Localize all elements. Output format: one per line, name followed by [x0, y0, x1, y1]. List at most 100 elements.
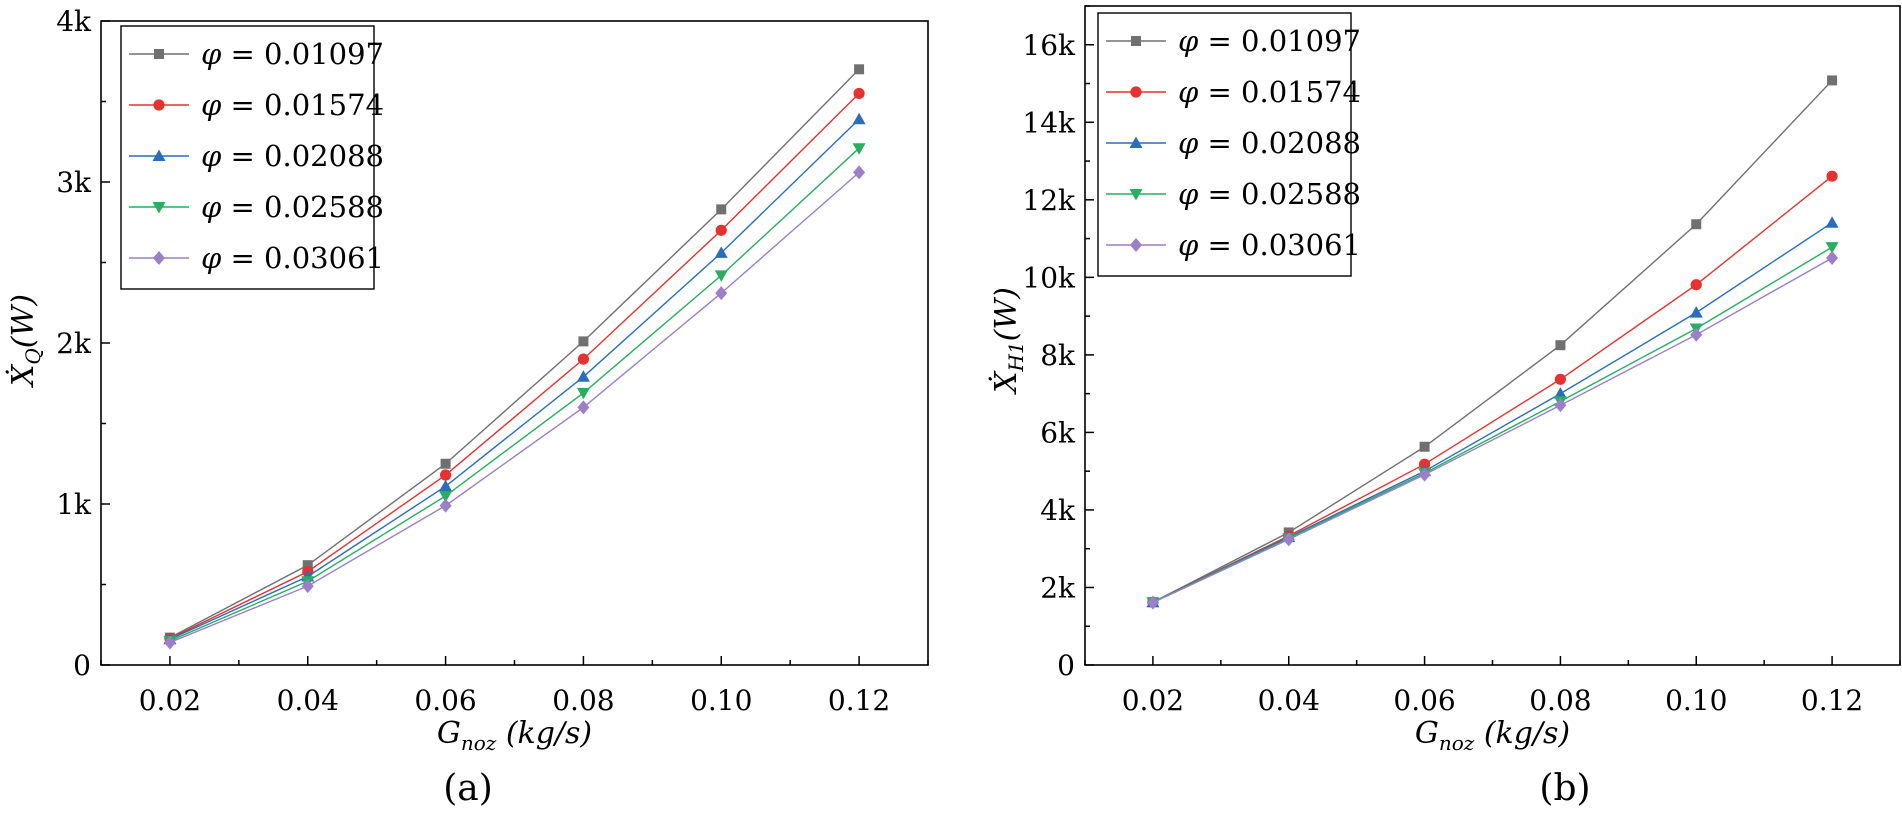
- panel-caption: (b): [1539, 768, 1590, 809]
- data-point: [1689, 306, 1703, 318]
- y-axis-title: ẊH1(W): [988, 287, 1028, 395]
- legend-marker: [152, 149, 166, 161]
- legend-label: φ = 0.01574: [201, 88, 384, 122]
- x-axis-title-sub: noz: [461, 731, 497, 755]
- data-point: [578, 336, 589, 347]
- y-tick-label: 2k: [1040, 571, 1076, 604]
- panel-caption: (a): [443, 768, 493, 809]
- legend-value: = 0.03061: [1198, 228, 1361, 262]
- x-axis-title-main: G: [437, 716, 461, 751]
- data-point: [439, 498, 452, 513]
- legend-symbol: φ: [201, 88, 222, 122]
- legend-marker: [153, 251, 165, 265]
- x-tick-label: 0.02: [139, 684, 201, 717]
- x-tick-label: 0.12: [1801, 684, 1863, 717]
- y-tick-label: 14k: [1022, 106, 1076, 139]
- x-tick-label: 0.04: [277, 684, 339, 717]
- legend-label: φ = 0.01574: [1178, 75, 1361, 109]
- data-point: [714, 270, 728, 282]
- legend-symbol: φ: [201, 241, 222, 275]
- x-axis-title-unit: (kg/s): [496, 716, 592, 751]
- data-point: [1418, 458, 1431, 470]
- data-point: [1419, 441, 1430, 452]
- legend-value: = 0.02088: [221, 139, 384, 173]
- x-axis-title: Gnoz (kg/s): [437, 716, 592, 755]
- legend-marker: [1130, 238, 1142, 252]
- data-point: [439, 479, 453, 492]
- data-point: [716, 204, 727, 215]
- data-point: [1418, 467, 1431, 482]
- legend-label: φ = 0.01097: [1178, 24, 1361, 58]
- series-5: [163, 165, 866, 650]
- y-tick-label: 1k: [56, 488, 92, 521]
- legend-symbol: φ: [1178, 126, 1199, 160]
- data-point: [1690, 279, 1702, 291]
- series-line: [1152, 222, 1833, 603]
- x-axis-title-unit: (kg/s): [1474, 716, 1570, 751]
- y-tick-label: 4k: [56, 5, 92, 38]
- data-point: [576, 370, 590, 382]
- series-4: [1146, 242, 1839, 609]
- y-tick-label: 4k: [1040, 494, 1076, 527]
- x-tick-label: 0.08: [552, 684, 614, 717]
- legend-marker: [1131, 36, 1141, 46]
- x-tick-label: 0.10: [1665, 684, 1727, 717]
- legend-item: φ = 0.02088: [129, 139, 384, 173]
- y-tick-label: 8k: [1040, 339, 1076, 372]
- x-tick-label: 0.10: [690, 684, 752, 717]
- x-tick-label: 0.02: [1122, 684, 1184, 717]
- series-line: [169, 92, 860, 640]
- data-point: [852, 112, 866, 125]
- data-point: [1827, 75, 1838, 86]
- y-tick-label: 16k: [1022, 29, 1076, 62]
- legend-value: = 0.02588: [221, 190, 384, 224]
- legend-item: φ = 0.01097: [129, 37, 384, 71]
- legend-marker: [153, 99, 165, 111]
- series-line: [1152, 79, 1833, 603]
- legend-symbol: φ: [1178, 24, 1199, 58]
- data-point: [301, 579, 314, 594]
- data-point: [440, 458, 451, 469]
- data-point: [1690, 327, 1703, 342]
- data-point: [577, 353, 590, 365]
- x-axis-title: Gnoz (kg/s): [1415, 716, 1570, 755]
- legend-symbol: φ: [201, 190, 222, 224]
- series-line: [1152, 175, 1833, 603]
- data-point: [715, 286, 728, 301]
- legend-symbol: φ: [201, 37, 222, 71]
- series-line: [169, 171, 860, 644]
- legend-symbol: φ: [1178, 75, 1199, 109]
- legend-symbol: φ: [1178, 177, 1199, 211]
- legend-value: = 0.01097: [221, 37, 384, 71]
- data-point: [852, 143, 866, 155]
- legend-label: φ = 0.02588: [1178, 177, 1361, 211]
- legend-label: φ = 0.02088: [1178, 126, 1361, 160]
- y-tick-label: 0: [73, 649, 91, 682]
- data-point: [853, 87, 865, 100]
- legend-label: φ = 0.02588: [201, 190, 384, 224]
- x-tick-label: 0.06: [1393, 684, 1455, 717]
- chart-panel-b: 0.02 0.04 0.06 0.08 0.10 0.12 0 2k 4k 6k 8k 10k 12k 1…: [988, 5, 1901, 809]
- x-tick-label: 0.04: [1258, 684, 1320, 717]
- data-point: [1554, 398, 1567, 413]
- data-point: [1825, 216, 1839, 228]
- legend-label: φ = 0.01097: [201, 37, 384, 71]
- legend-value: = 0.02588: [1198, 177, 1361, 211]
- legend-item: φ = 0.02588: [129, 190, 384, 224]
- legend-value: = 0.02088: [1198, 126, 1361, 160]
- legend-marker: [152, 202, 166, 214]
- series-line: [169, 118, 860, 640]
- x-tick-label: 0.12: [828, 684, 890, 717]
- legend-item: φ = 0.01097: [1106, 24, 1361, 58]
- data-point: [715, 224, 727, 236]
- x-tick-label: 0.06: [414, 684, 476, 717]
- y-axis-title-sub: H1: [1004, 341, 1028, 372]
- legend-item: φ = 0.02588: [1106, 177, 1361, 211]
- legend-item: φ = 0.01574: [1106, 75, 1361, 109]
- y-tick-label: 2k: [56, 327, 92, 360]
- x-tick-label: 0.08: [1529, 684, 1591, 717]
- legend-value: = 0.03061: [221, 241, 384, 275]
